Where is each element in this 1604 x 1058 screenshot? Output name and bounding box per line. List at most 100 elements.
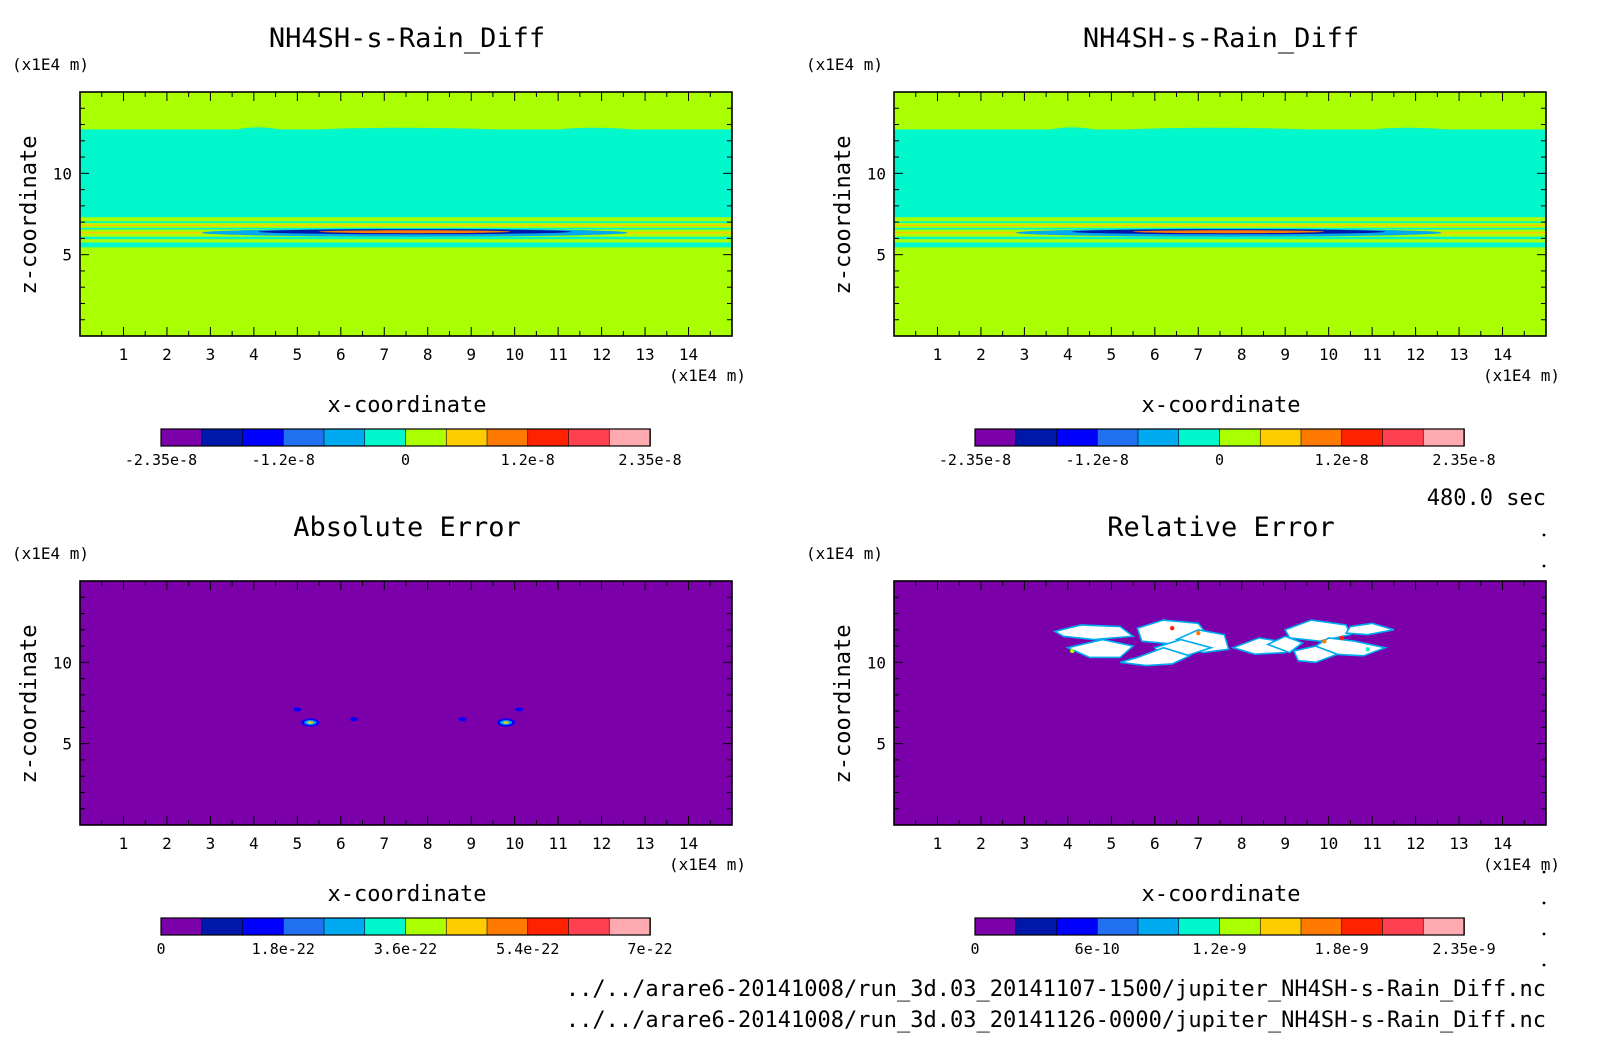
y-tick-label: 10 — [53, 653, 72, 672]
x-tick-label: 7 — [1193, 834, 1203, 853]
field-lens — [319, 230, 511, 234]
undefined-region — [1265, 635, 1305, 654]
panel-nh4sh-diff-2: NH4SH-s-Rain_Diff (x1E4 m) 1 2 3 4 5 6 7 8 9 10 11… — [806, 23, 1560, 469]
x-tick-label: 2 — [162, 834, 172, 853]
edge-accent — [1070, 648, 1075, 654]
colorbar-label: -2.35e-8 — [939, 451, 1011, 469]
x-tick-label: 14 — [1493, 834, 1512, 853]
colorbar-swatch — [1178, 428, 1221, 447]
x-tick-label: 9 — [466, 834, 476, 853]
dot — [1542, 963, 1546, 967]
colorbar-swatch — [1137, 917, 1180, 936]
colorbar-swatch — [1219, 917, 1262, 936]
colorbar-swatch — [527, 917, 570, 936]
field-band — [894, 242, 1546, 248]
colorbar-label: 1.2e-8 — [1315, 451, 1369, 469]
field-band — [80, 224, 732, 227]
x-tick-label: 13 — [1449, 834, 1468, 853]
colorbar: -2.35e-8 -1.2e-8 0 1.2e-8 2.35e-8 — [939, 428, 1496, 469]
x-tick-label: 10 — [1319, 834, 1338, 853]
field-lens — [1133, 230, 1325, 234]
undefined-region — [1292, 645, 1340, 664]
colorbar-swatch — [1300, 428, 1343, 447]
chart-title: NH4SH-s-Rain_Diff — [1083, 23, 1359, 54]
colorbar-swatch — [1096, 917, 1139, 936]
dot — [1542, 870, 1546, 874]
colorbar-swatch — [282, 917, 325, 936]
edge-accent — [1339, 635, 1344, 641]
x-unit-label: (x1E4 m) — [669, 366, 746, 385]
x-tick-label: 14 — [1493, 345, 1512, 364]
colorbar-swatch — [1056, 428, 1099, 447]
x-tick-label: 13 — [1449, 345, 1468, 364]
colorbar-swatch — [1137, 428, 1180, 447]
colorbar-swatch — [364, 428, 407, 447]
file-path-2: ../../arare6-20141008/run_3d.03_20141126… — [566, 1008, 1546, 1033]
y-tick-label: 5 — [62, 246, 72, 265]
x-tick-label: 3 — [1020, 834, 1030, 853]
colorbar: 0 6e-10 1.2e-9 1.8e-9 2.35e-9 — [970, 917, 1496, 958]
colorbar-label: 7e-22 — [627, 940, 672, 958]
chart-title: Relative Error — [1107, 512, 1335, 543]
x-tick-label: 1 — [119, 345, 129, 364]
colorbar-label: 2.35e-9 — [1432, 940, 1495, 958]
error-spot — [293, 707, 302, 712]
colorbar-swatch — [608, 428, 651, 447]
x-unit-label: (x1E4 m) — [1483, 855, 1560, 874]
colorbar-label: 1.8e-22 — [252, 940, 315, 958]
colorbar-swatch — [323, 917, 366, 936]
x-tick-label: 3 — [1020, 345, 1030, 364]
edge-accent — [1365, 647, 1370, 652]
x-tick-label: 6 — [336, 345, 346, 364]
colorbar-swatch — [242, 428, 285, 447]
colorbar-swatch — [201, 428, 244, 447]
colorbar-swatch — [1015, 917, 1058, 936]
x-tick-label: 12 — [1406, 834, 1425, 853]
x-tick-label: 9 — [1280, 345, 1290, 364]
field-band — [80, 227, 732, 230]
x-tick-label: 10 — [505, 345, 524, 364]
x-tick-label: 11 — [549, 345, 568, 364]
colorbar-label: -1.2e-8 — [252, 451, 315, 469]
field-band — [894, 221, 1546, 223]
error-spot — [458, 717, 467, 722]
colorbar: 0 1.8e-22 3.6e-22 5.4e-22 7e-22 — [156, 917, 673, 958]
colorbar-label: 1.2e-9 — [1192, 940, 1246, 958]
x-tick-label: 9 — [466, 345, 476, 364]
colorbar-swatch — [160, 917, 203, 936]
dot — [1542, 533, 1546, 537]
x-axis-label: x-coordinate — [1142, 393, 1301, 418]
y-axis-label: z-coordinate — [831, 625, 856, 784]
colorbar-label: 0 — [156, 940, 165, 958]
colorbar-swatch — [282, 428, 325, 447]
y-unit-label: (x1E4 m) — [806, 55, 883, 74]
x-tick-label: 13 — [635, 345, 654, 364]
x-tick-label: 9 — [1280, 834, 1290, 853]
colorbar-swatch — [242, 917, 285, 936]
x-tick-label: 11 — [1363, 834, 1382, 853]
panel-nh4sh-diff-1: NH4SH-s-Rain_Diff (x1E4 m) 1 2 3 4 5 6 7 8 9 10 11… — [12, 23, 746, 469]
error-spot — [307, 721, 314, 724]
x-tick-label: 6 — [336, 834, 346, 853]
y-tick-label: 5 — [62, 735, 72, 754]
field-band-edge — [1050, 127, 1447, 130]
y-tick-label: 5 — [876, 246, 886, 265]
colorbar-swatch — [608, 917, 651, 936]
colorbar-swatch — [1422, 428, 1465, 447]
colorbar-swatch — [974, 917, 1017, 936]
y-tick-label: 10 — [867, 164, 886, 183]
y-axis-label: z-coordinate — [17, 136, 42, 295]
x-tick-label: 1 — [119, 834, 129, 853]
y-axis-label: z-coordinate — [17, 625, 42, 784]
colorbar-swatch — [486, 917, 529, 936]
field-band — [894, 224, 1546, 227]
y-unit-label: (x1E4 m) — [12, 55, 89, 74]
colorbar-swatch — [445, 428, 488, 447]
colorbar-swatch — [1015, 428, 1058, 447]
x-tick-label: 11 — [549, 834, 568, 853]
x-tick-label: 14 — [679, 834, 698, 853]
colorbar-frame — [160, 917, 651, 936]
x-tick-label: 5 — [293, 345, 303, 364]
